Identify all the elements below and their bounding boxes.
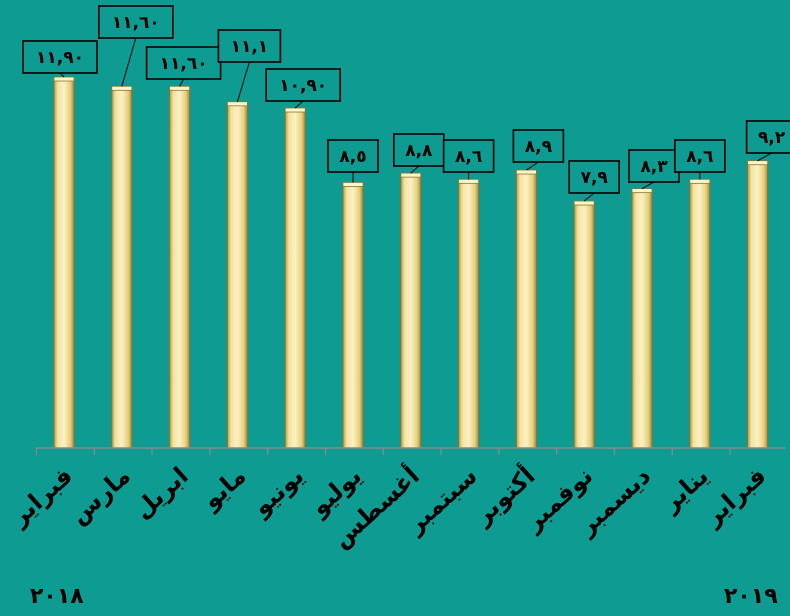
data-label-box xyxy=(217,29,282,63)
bar xyxy=(631,190,653,449)
bar xyxy=(515,171,537,449)
leader-line xyxy=(294,100,304,109)
leader-line xyxy=(410,165,420,174)
bar xyxy=(400,174,422,449)
bar-cap xyxy=(342,182,364,187)
bar xyxy=(226,103,248,449)
bar xyxy=(53,78,75,449)
data-label: ١١,٦٠ xyxy=(160,54,208,74)
bars-group xyxy=(53,76,769,449)
data-label: ٨,٥ xyxy=(339,147,366,167)
data-label-box xyxy=(745,120,790,154)
data-label: ٨,٦ xyxy=(455,147,482,167)
bar-cap xyxy=(516,169,537,175)
bar xyxy=(573,202,595,449)
year-label-2019: ٢٠١٩ xyxy=(724,584,778,609)
x-tick-label: مارس xyxy=(64,462,135,530)
data-label-box xyxy=(98,5,174,39)
x-tick-label: فبراير xyxy=(5,462,78,532)
data-label-box xyxy=(673,139,726,173)
x-axis xyxy=(35,447,785,455)
data-label-box xyxy=(512,129,565,163)
data-label: ١١,٦٠ xyxy=(112,13,160,33)
leader-line xyxy=(236,61,250,102)
bar-cap xyxy=(226,101,248,107)
data-label: ٨,٩ xyxy=(525,137,553,157)
bar-cap xyxy=(747,160,768,166)
data-labels-group: ١١,٩٠ ١١,٦٠ ١١,٦٠ ١١,١ ١٠,٩٠ ٨,٥ ٨,٨ ٨,٦ ٨,٩ ٧,٩ ٨… xyxy=(22,5,790,202)
bar-cap xyxy=(111,85,133,91)
x-tick-label: مايو xyxy=(196,462,251,516)
bar xyxy=(169,87,191,449)
bar-cap xyxy=(573,200,595,206)
data-label-box xyxy=(568,160,621,194)
data-label: ١١,١ xyxy=(231,37,269,57)
leader-line xyxy=(641,181,655,190)
bar-cap xyxy=(458,178,480,184)
data-label-box xyxy=(392,133,445,167)
leader-line xyxy=(526,161,539,171)
bar-cap xyxy=(400,172,422,178)
data-label: ١٠,٩٠ xyxy=(279,76,327,96)
bar-cap xyxy=(284,107,306,113)
bar-cap xyxy=(631,188,653,194)
data-label-box xyxy=(22,40,98,74)
bar xyxy=(284,109,306,449)
leader-line xyxy=(179,78,185,87)
bar-cap xyxy=(689,178,711,184)
x-tick-label: يونيو xyxy=(247,462,310,522)
year-label-2018: ٢٠١٨ xyxy=(30,584,84,609)
leader-line xyxy=(121,37,137,87)
data-label: ٨,٦ xyxy=(686,147,713,167)
bar-cap xyxy=(169,85,191,91)
x-tick-label: ابريل xyxy=(128,462,193,525)
data-label: ٨,٨ xyxy=(405,141,433,161)
bar xyxy=(111,87,133,449)
data-label-box xyxy=(265,68,342,102)
data-label: ٩,٢ xyxy=(758,128,786,148)
x-tick-label: فبراير xyxy=(698,462,771,532)
bar xyxy=(689,180,711,449)
data-label-box xyxy=(145,46,222,80)
leader-line xyxy=(583,192,595,202)
data-label-box xyxy=(442,139,495,173)
data-label: ٨,٣ xyxy=(640,157,668,177)
bar xyxy=(747,162,769,449)
leader-line xyxy=(757,152,772,162)
data-label: ٧,٩ xyxy=(581,168,609,188)
bar-cap xyxy=(53,76,75,82)
data-label: ١١,٩٠ xyxy=(36,48,84,68)
data-label-box xyxy=(327,139,379,173)
bar xyxy=(458,180,480,449)
bar xyxy=(342,183,364,449)
